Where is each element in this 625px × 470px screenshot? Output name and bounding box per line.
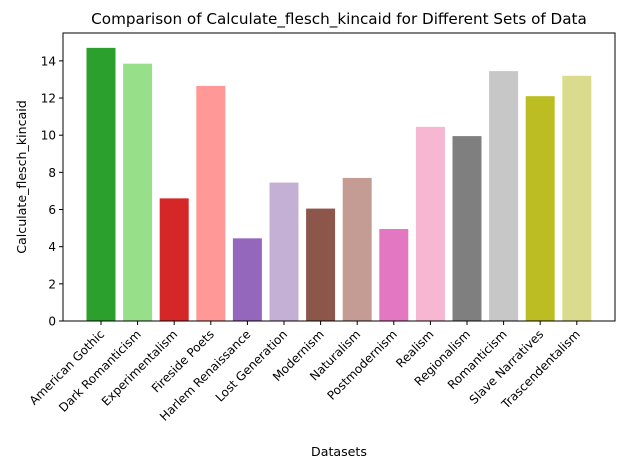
bar-american-gothic xyxy=(86,47,116,322)
y-tick-label: 10 xyxy=(41,129,56,143)
y-tick-label: 14 xyxy=(41,54,56,68)
bar-lost-generation xyxy=(269,182,299,321)
bar-romanticism xyxy=(489,71,519,321)
x-axis-label: Datasets xyxy=(311,444,367,459)
y-tick-label: 2 xyxy=(48,277,56,291)
bar-postmodernism xyxy=(379,229,409,321)
bar-dark-romanticism xyxy=(123,63,153,321)
bar-experimentalism xyxy=(159,198,189,321)
y-tick-label: 8 xyxy=(48,166,56,180)
bar-naturalism xyxy=(342,177,372,321)
bar-slave-narratives xyxy=(525,96,555,321)
bar-regionalism xyxy=(452,136,482,321)
bar-trascendentalism xyxy=(562,75,592,322)
x-tick-label: Postmodernism xyxy=(324,327,399,402)
bar-modernism xyxy=(306,208,336,321)
bar-harlem-renaissance xyxy=(232,238,262,321)
y-tick-label: 4 xyxy=(48,240,56,254)
bar-fireside-poets xyxy=(196,85,226,321)
chart-title: Comparison of Calculate_flesch_kincaid f… xyxy=(91,10,587,29)
y-tick-label: 12 xyxy=(41,92,56,106)
y-axis: 0 2 4 6 8 10 12 14 xyxy=(41,54,63,329)
bar-realism xyxy=(415,126,445,321)
plot-frame xyxy=(62,32,616,322)
bars-layer xyxy=(86,47,592,322)
y-tick-label: 6 xyxy=(48,203,56,217)
y-axis-label: Calculate_flesch_kincaid xyxy=(14,100,29,253)
y-tick-label: 0 xyxy=(48,315,56,329)
